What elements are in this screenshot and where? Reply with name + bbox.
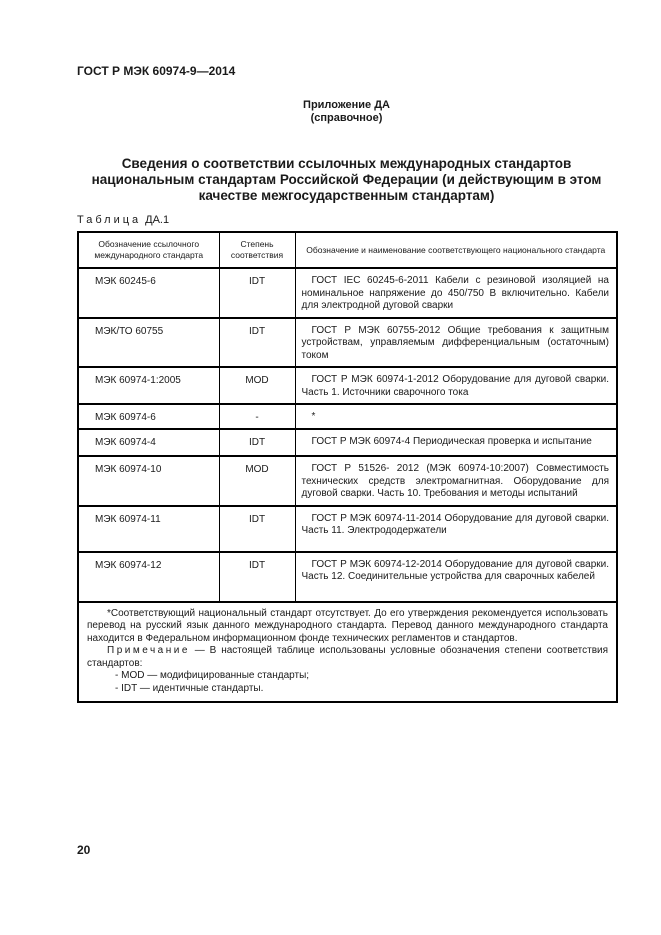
cell-degree: IDT — [218, 267, 296, 319]
table-footnote: *Соответствующий национальный стандарт о… — [87, 607, 608, 644]
cell-degree: MOD — [218, 366, 296, 405]
table-note-row: *Соответствующий национальный стандарт о… — [77, 600, 618, 703]
cell-degree: MOD — [218, 455, 296, 507]
note-item-mod: - MOD — модифицированные стандарты; — [115, 670, 310, 681]
cell-ref: МЭК 60974-12 — [77, 550, 220, 603]
cell-national: ГОСТ Р 51526- 2012 (МЭК 60974-10:2007) С… — [294, 455, 618, 507]
cell-ref: МЭК 60974-4 — [77, 428, 220, 457]
cell-degree: IDT — [218, 316, 296, 368]
cell-degree: IDT — [218, 550, 296, 603]
table-row: МЭК 60974-1:2005 MOD ГОСТ Р МЭК 60974-1-… — [77, 366, 618, 405]
note-item-idt: - IDT — идентичные стандарты. — [115, 682, 264, 694]
cell-ref: МЭК 60245-6 — [77, 267, 220, 319]
table-row: МЭК/ТО 60755 IDT ГОСТ Р МЭК 60755-2012 О… — [77, 316, 618, 368]
header-national-standard: Обозначение и наименование соответствующ… — [294, 231, 618, 269]
cell-ref: МЭК 60974-6 — [77, 403, 220, 430]
table-row: МЭК 60974-12 IDT ГОСТ Р МЭК 60974-12-201… — [77, 550, 618, 603]
cell-national: ГОСТ Р МЭК 60974-1-2012 Оборудование для… — [294, 366, 618, 405]
annex-heading: Приложение ДА (справочное) — [77, 99, 616, 125]
table-row: МЭК 60974-6 - * — [77, 403, 618, 430]
note-label: Примечание — [107, 645, 190, 656]
table-note-cell: *Соответствующий национальный стандарт о… — [77, 600, 618, 703]
cell-national: ГОСТ Р МЭК 60974-12-2014 Оборудование дл… — [294, 550, 618, 603]
standards-correspondence-table: Обозначение ссылочного международного ст… — [77, 231, 618, 703]
table-label-word: Таблица — [77, 214, 142, 226]
header-international-standard: Обозначение ссылочного международного ст… — [77, 231, 220, 269]
table-header-row: Обозначение ссылочного международного ст… — [77, 231, 618, 269]
table-row: МЭК 60245-6 IDT ГОСТ IEC 60245-6-2011 Ка… — [77, 267, 618, 319]
table-note: Примечание — В настоящей таблице использ… — [87, 645, 608, 670]
document-number: ГОСТ Р МЭК 60974-9—2014 — [77, 64, 236, 78]
table-row: МЭК 60974-10 MOD ГОСТ Р 51526- 2012 (МЭК… — [77, 455, 618, 507]
cell-degree: IDT — [218, 428, 296, 457]
table-label: Таблица ДА.1 — [77, 214, 616, 226]
cell-ref: МЭК 60974-1:2005 — [77, 366, 220, 405]
page-title: Сведения о соответствии ссылочных междун… — [91, 156, 602, 203]
cell-national: ГОСТ Р МЭК 60755-2012 Общие требования к… — [294, 316, 618, 368]
annex-title: Приложение ДА — [303, 99, 390, 111]
cell-degree: IDT — [218, 504, 296, 553]
cell-ref: МЭК 60974-11 — [77, 504, 220, 553]
table-label-number: ДА.1 — [145, 214, 170, 226]
cell-national: ГОСТ Р МЭК 60974-11-2014 Оборудование дл… — [294, 504, 618, 553]
cell-ref: МЭК 60974-10 — [77, 455, 220, 507]
note-text: — В настоящей таблице использованы услов… — [87, 645, 609, 669]
table-row: МЭК 60974-4 IDT ГОСТ Р МЭК 60974-4 Перио… — [77, 428, 618, 457]
page-number: 20 — [77, 843, 91, 857]
header-degree: Степень соответствия — [218, 231, 296, 269]
cell-degree: - — [218, 403, 296, 430]
page-content: ГОСТ Р МЭК 60974-9—2014 Приложение ДА (с… — [77, 0, 618, 703]
annex-subtitle: (справочное) — [310, 112, 383, 124]
cell-ref: МЭК/ТО 60755 — [77, 316, 220, 368]
table-row: МЭК 60974-11 IDT ГОСТ Р МЭК 60974-11-201… — [77, 504, 618, 553]
cell-national: * — [294, 403, 618, 430]
cell-national: ГОСТ Р МЭК 60974-4 Периодическая проверк… — [294, 428, 618, 457]
cell-national: ГОСТ IEC 60245-6-2011 Кабели с резиновой… — [294, 267, 618, 319]
